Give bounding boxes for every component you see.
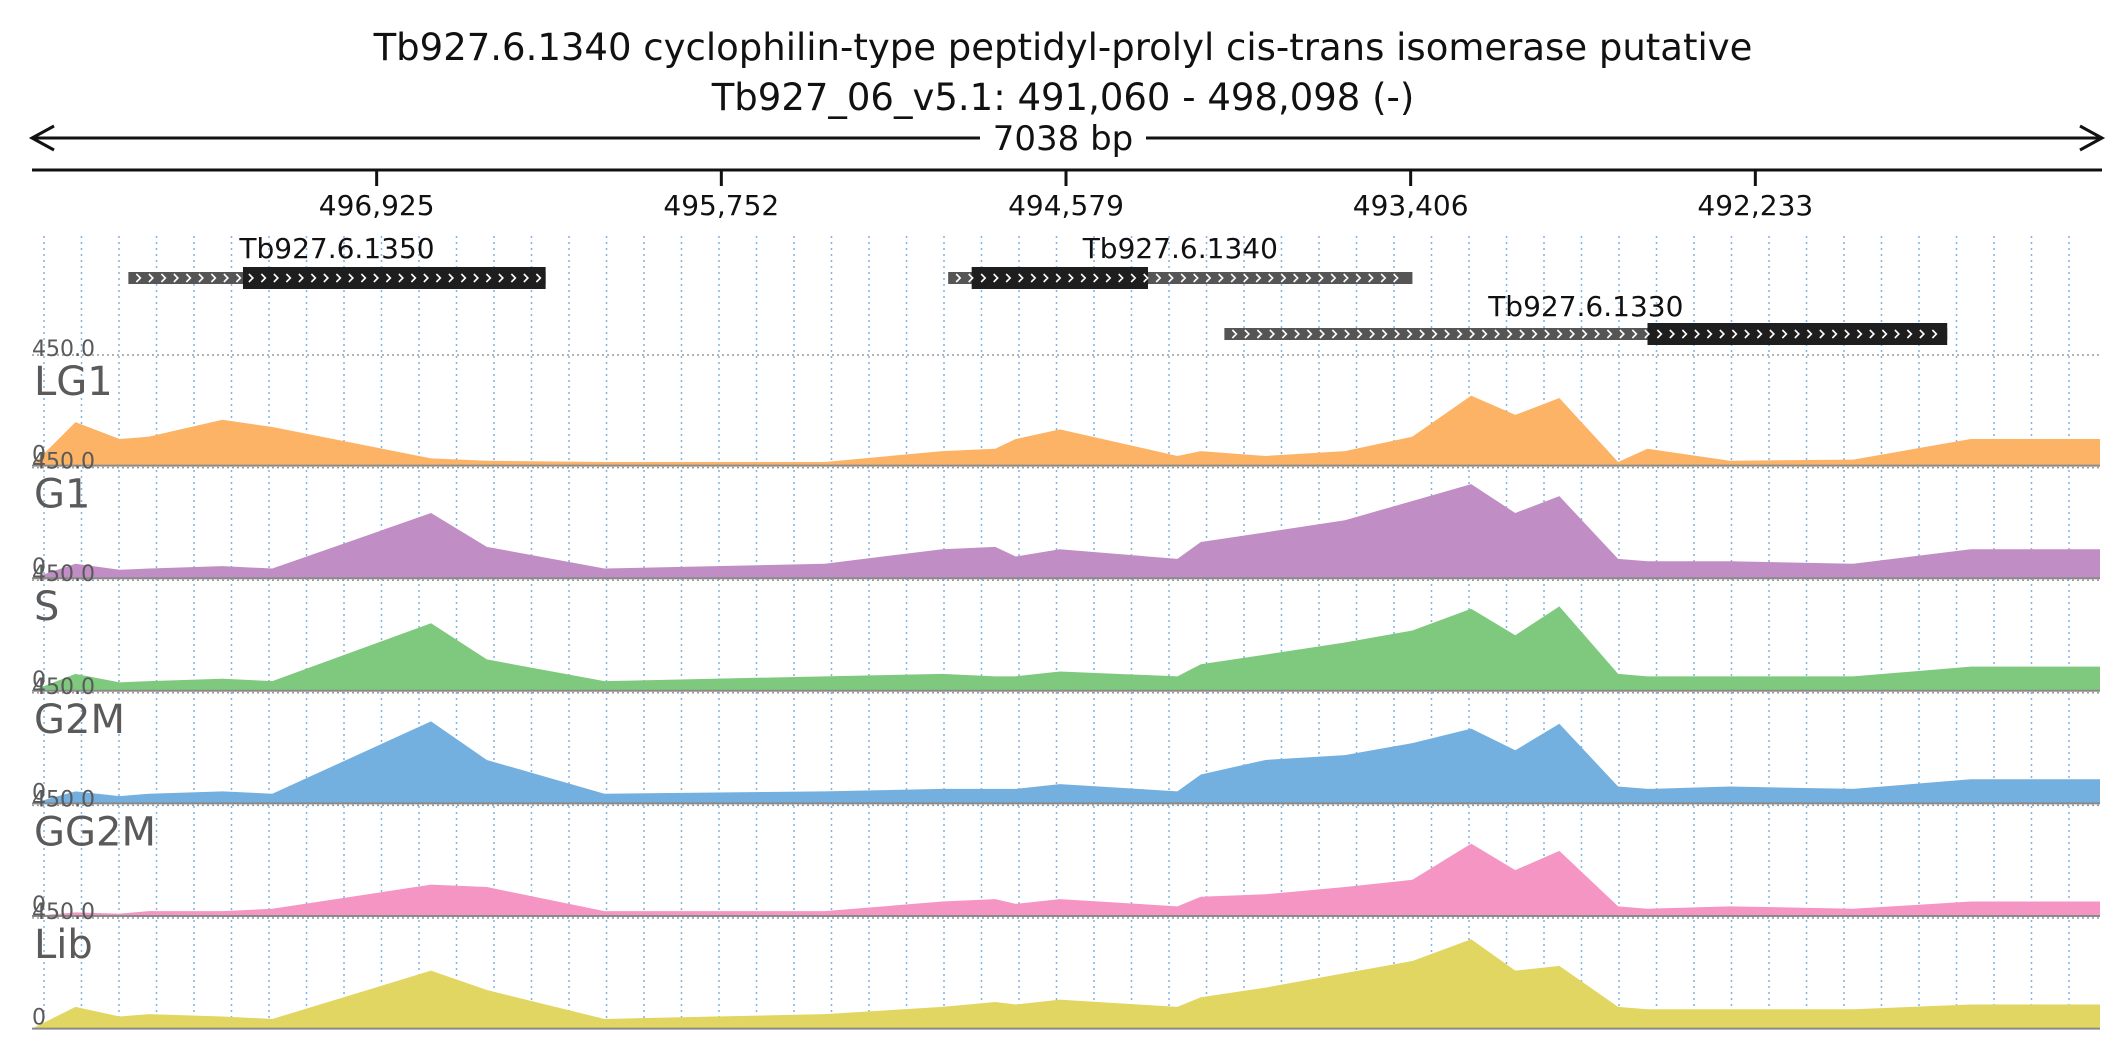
track-scale-top: 450.0 <box>32 787 95 812</box>
ruler-tick-label: 492,233 <box>1697 189 1813 222</box>
track-scale-top: 450.0 <box>32 900 95 925</box>
chart-subtitle: Tb927_06_v5.1: 491,060 - 498,098 (-) <box>711 76 1415 119</box>
track-name: G2M <box>34 697 125 743</box>
coverage-area <box>32 484 2100 579</box>
span-arrow-right-head <box>2079 124 2106 152</box>
track-scale-bottom: 0 <box>32 780 46 805</box>
gene-strand-chevrons <box>1231 329 1938 339</box>
track-name: LG1 <box>34 359 113 405</box>
track-name: G1 <box>34 472 90 518</box>
span-arrow-left-head <box>28 124 55 152</box>
track-scale-bottom: 0 <box>32 555 46 580</box>
track-name: Lib <box>34 922 93 968</box>
ruler-tick-label: 493,406 <box>1353 189 1469 222</box>
track-scale-top: 450.0 <box>32 337 95 362</box>
ruler-tick-label: 496,925 <box>319 189 435 222</box>
track-scale-bottom: 0 <box>32 1006 46 1031</box>
track-name: S <box>34 584 59 630</box>
chart-title: Tb927.6.1340 cyclophilin-type peptidyl-p… <box>373 26 1753 69</box>
track-scale-top: 450.0 <box>32 450 95 475</box>
gene-cds-block <box>1647 323 1948 345</box>
coverage-tracks: LG1450.00G1450.00S450.00G2M450.00GG2M450… <box>32 337 2100 1031</box>
track-scale-top: 450.0 <box>32 675 95 700</box>
coverage-area <box>32 939 2100 1029</box>
span-length-label: 7038 bp <box>993 119 1134 159</box>
gene-label: Tb927.6.1330 <box>1487 290 1683 323</box>
track-scale-bottom: 0 <box>32 893 46 918</box>
gene-models: Tb927.6.1350 Tb927.6.1340 Tb927.6.1330 <box>128 232 1948 345</box>
gene-strand-chevrons <box>135 273 542 283</box>
coverage-area <box>32 395 2100 466</box>
ruler-tick-label: 495,752 <box>663 189 779 222</box>
track-scale-top: 450.0 <box>32 562 95 587</box>
ruler-tick-label: 494,579 <box>1008 189 1124 222</box>
coverage-area <box>32 606 2100 691</box>
ruler-ticks: 496,925 495,752 494,579 493,406 492,233 <box>319 170 1813 222</box>
gene-strand-chevrons <box>955 273 1399 283</box>
coverage-area <box>32 721 2100 804</box>
gene-cds-block <box>242 267 546 289</box>
track-scale-bottom: 0 <box>32 443 46 468</box>
track-name: GG2M <box>34 809 156 855</box>
gene-label: Tb927.6.1350 <box>238 232 434 265</box>
coverage-area <box>32 843 2100 916</box>
gene-label: Tb927.6.1340 <box>1082 232 1278 265</box>
track-scale-bottom: 0 <box>32 668 46 693</box>
